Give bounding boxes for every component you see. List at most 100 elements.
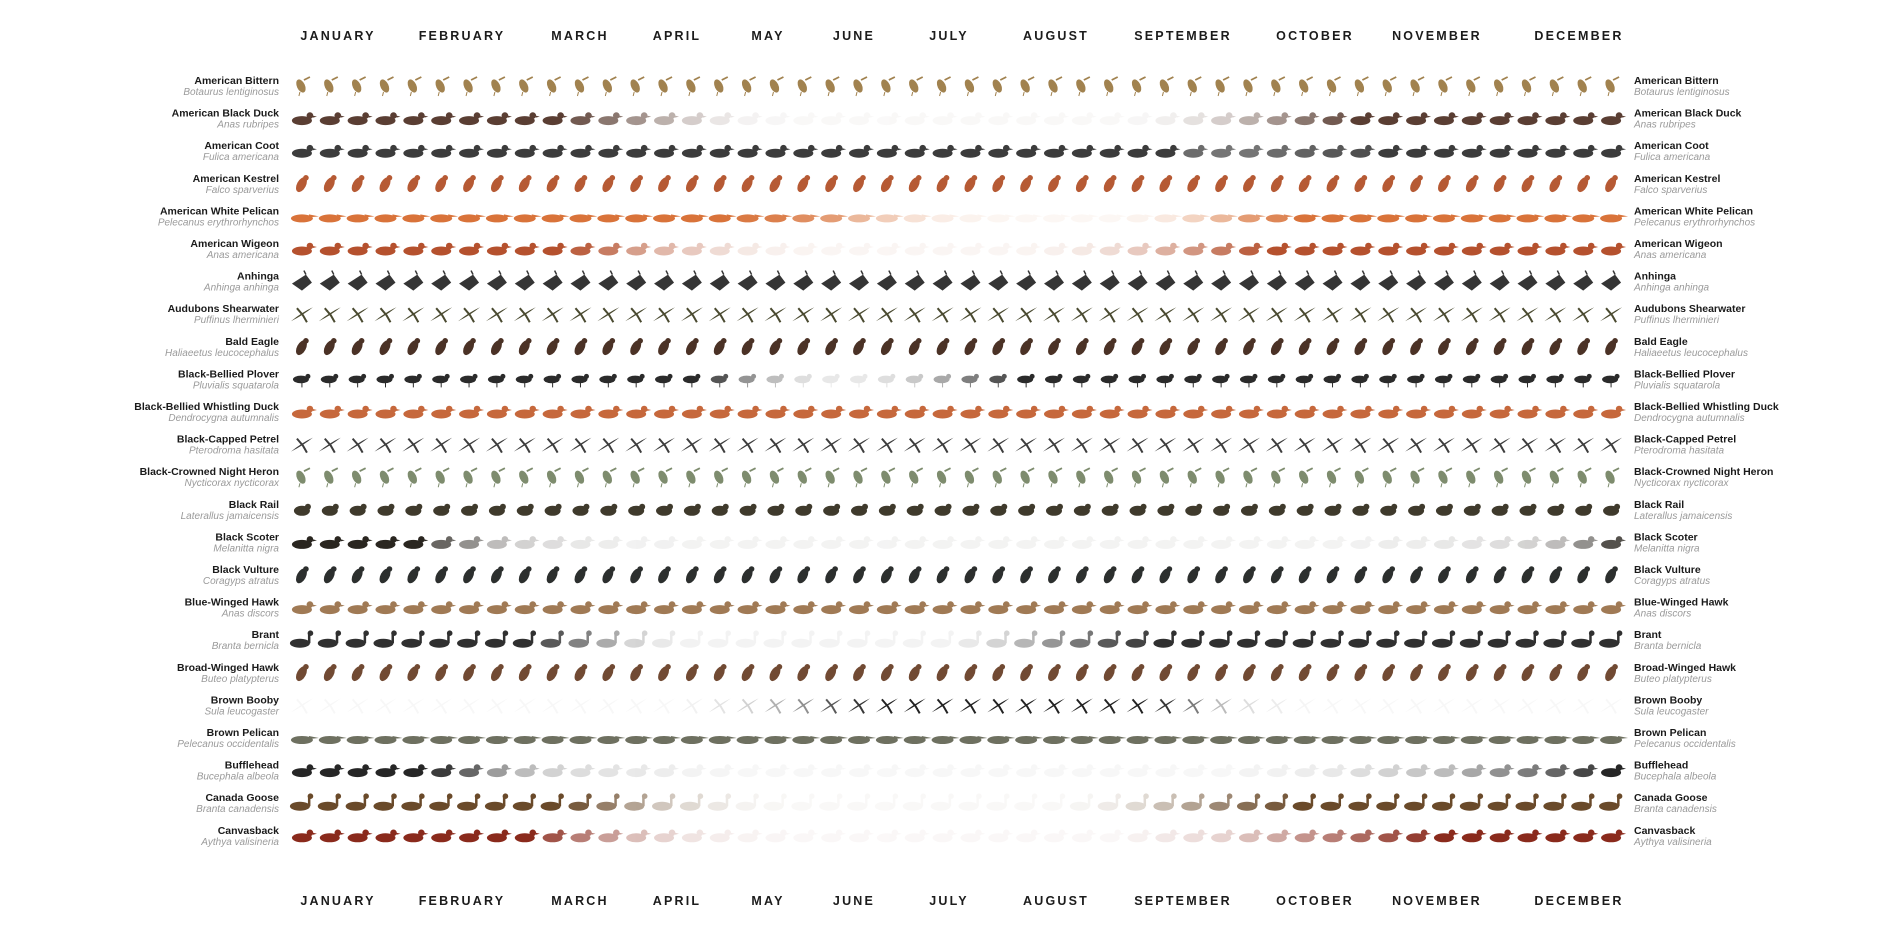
hawk-mark-icon <box>1103 664 1117 682</box>
scientific-name-left-black-vulture: Coragyps atratus <box>203 576 279 587</box>
coot-mark-icon <box>1433 144 1459 158</box>
heron-mark-icon <box>1159 76 1174 97</box>
booby-mark-icon <box>597 698 619 713</box>
presence-row-canvasback <box>291 829 1627 843</box>
shearwater-mark-icon <box>792 307 815 323</box>
heron-mark-icon <box>519 467 534 488</box>
duck-mark-icon <box>1461 242 1487 256</box>
scoter-mark-icon <box>681 536 707 549</box>
rail-mark-icon <box>767 503 785 516</box>
vulture-mark-icon <box>825 566 838 584</box>
petrel-mark-icon <box>653 437 676 454</box>
duck-mark-icon <box>1378 764 1404 778</box>
duck-mark-icon <box>654 601 680 615</box>
heron-mark-icon <box>881 467 896 488</box>
shearwater-mark-icon <box>1154 307 1177 323</box>
pelican-mark-icon <box>1516 736 1545 744</box>
goose-mark-icon <box>819 630 843 648</box>
month-label-october-bottom: OCTOBER <box>1276 894 1354 908</box>
species-name-left-american-kestrel: American Kestrel <box>193 173 279 185</box>
anhinga-mark-icon <box>849 270 870 291</box>
duck-mark-icon <box>1378 601 1404 615</box>
anhinga-mark-icon <box>347 270 368 291</box>
petrel-mark-icon <box>1098 437 1121 454</box>
duck-mark-icon <box>849 405 875 419</box>
hawk-mark-icon <box>1410 664 1423 682</box>
pelican-mark-icon <box>346 736 375 744</box>
hawk-mark-icon <box>379 664 393 682</box>
vulture-mark-icon <box>936 566 950 584</box>
duck-mark-icon <box>514 829 540 843</box>
coot-mark-icon <box>765 144 791 158</box>
month-label-january-top: JANUARY <box>300 29 375 43</box>
duck-mark-icon <box>1433 764 1459 778</box>
duck-mark-icon <box>681 405 707 419</box>
falcon-mark-icon <box>1020 175 1033 193</box>
scoter-mark-icon <box>1350 536 1376 549</box>
duck-mark-icon <box>681 112 707 126</box>
rail-mark-icon <box>711 503 729 516</box>
booby-mark-icon <box>1154 698 1177 714</box>
scoter-mark-icon <box>1406 536 1432 549</box>
pelican-mark-icon <box>569 214 598 223</box>
scoter-mark-icon <box>1461 536 1487 549</box>
anhinga-mark-icon <box>1573 270 1594 291</box>
plover-mark-icon <box>320 373 339 388</box>
falcon-mark-icon <box>379 175 393 193</box>
heron-mark-icon <box>714 467 729 488</box>
petrel-mark-icon <box>1377 437 1400 454</box>
duck-mark-icon <box>1183 764 1208 777</box>
duck-mark-icon <box>1489 112 1515 126</box>
rail-mark-icon <box>1268 503 1286 516</box>
hawk-mark-icon <box>1243 664 1256 682</box>
petrel-mark-icon <box>792 437 815 454</box>
vulture-mark-icon <box>1410 566 1423 584</box>
species-name-left-black-crowned-night-heron: Black-Crowned Night Heron <box>140 466 279 478</box>
scoter-mark-icon <box>932 536 958 549</box>
duck-mark-icon <box>960 601 986 615</box>
rail-mark-icon <box>851 503 869 516</box>
petrel-mark-icon <box>820 437 843 454</box>
species-name-right-american-bittern: American Bittern <box>1634 75 1719 87</box>
eagle-mark-icon <box>1270 338 1284 356</box>
duck-mark-icon <box>1573 601 1599 615</box>
duck-mark-icon <box>347 601 373 615</box>
booby-mark-icon <box>1544 698 1566 713</box>
shearwater-mark-icon <box>1237 307 1260 323</box>
hawk-mark-icon <box>1159 664 1173 682</box>
goose-mark-icon <box>289 630 314 648</box>
species-name-left-american-white-pelican: American White Pelican <box>160 205 279 217</box>
month-label-may-top: MAY <box>751 29 784 43</box>
petrel-mark-icon <box>875 437 898 454</box>
hawk-mark-icon <box>685 664 699 682</box>
pelican-mark-icon <box>1488 214 1517 223</box>
duck-mark-icon <box>821 405 847 419</box>
goose-mark-icon <box>1404 793 1428 811</box>
month-label-september-bottom: SEPTEMBER <box>1134 894 1232 908</box>
anhinga-mark-icon <box>1378 270 1399 291</box>
species-name-right-black-rail: Black Rail <box>1634 499 1684 511</box>
anhinga-mark-icon <box>1489 270 1510 291</box>
plover-mark-icon <box>1295 373 1314 388</box>
shearwater-mark-icon <box>1572 307 1595 323</box>
duck-mark-icon <box>1211 764 1236 777</box>
booby-mark-icon <box>1600 698 1622 713</box>
rail-mark-icon <box>488 503 506 516</box>
duck-mark-icon <box>1601 764 1627 778</box>
duck-mark-icon <box>1350 405 1376 419</box>
petrel-mark-icon <box>680 437 703 454</box>
scoter-mark-icon <box>1322 536 1348 549</box>
scientific-name-left-blue-winged-hawk: Anas discors <box>221 609 279 620</box>
scientific-name-left-black-bellied-plover: Pluvialis squatarola <box>193 380 280 391</box>
rail-mark-icon <box>1603 503 1621 516</box>
species-name-left-blue-winged-hawk: Blue-Winged Hawk <box>185 597 280 609</box>
duck-mark-icon <box>988 764 1013 777</box>
species-name-right-broad-winged-hawk: Broad-Winged Hawk <box>1634 662 1736 674</box>
duck-mark-icon <box>1238 242 1264 256</box>
scoter-mark-icon <box>403 536 429 549</box>
goose-mark-icon <box>1181 630 1205 648</box>
species-name-right-canada-goose: Canada Goose <box>1634 792 1708 804</box>
hawk-mark-icon <box>1493 664 1507 682</box>
goose-mark-icon <box>1320 630 1344 648</box>
hawk-mark-icon <box>658 664 671 682</box>
